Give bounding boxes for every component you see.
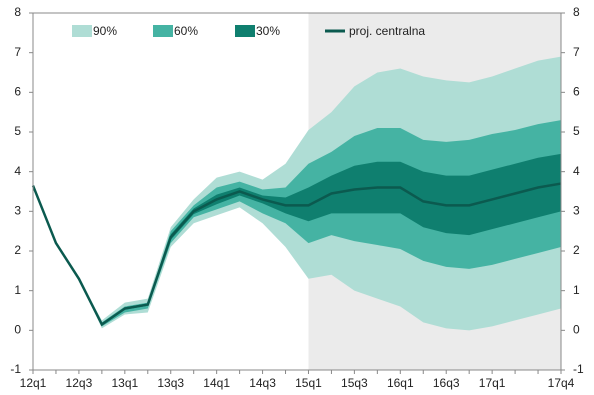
- y2-tick-label: 1: [573, 283, 580, 297]
- y-tick-label: 0: [14, 323, 21, 337]
- x-tick-label: 17q1: [479, 376, 506, 390]
- x-tick-label: 13q3: [157, 376, 184, 390]
- legend-label: proj. centralna: [349, 24, 425, 38]
- y2-tick-label: 0: [573, 323, 580, 337]
- y2-tick-label: 6: [573, 85, 580, 99]
- x-tick-label: 17q4: [548, 376, 575, 390]
- legend-label: 60%: [174, 24, 198, 38]
- x-tick-label: 12q3: [66, 376, 93, 390]
- y-tick-label: 8: [14, 5, 21, 19]
- y2-tick-label: 3: [573, 204, 580, 218]
- y-tick-label: 1: [14, 283, 21, 297]
- y-tick-label: 6: [14, 85, 21, 99]
- fan-band: [33, 120, 561, 327]
- x-tick-label: 15q3: [341, 376, 368, 390]
- x-tick-label: 12q1: [20, 376, 47, 390]
- central-line: [31, 182, 562, 327]
- plot-frame: [32, 12, 562, 371]
- y2-tick-label: 7: [573, 45, 580, 59]
- y2-tick-label: -1: [573, 362, 584, 376]
- y-tick-label: 3: [14, 204, 21, 218]
- x-tick-label: 14q3: [249, 376, 276, 390]
- x-tick-label: 13q1: [111, 376, 138, 390]
- x-tick-label: 16q3: [433, 376, 460, 390]
- legend-swatch: [153, 25, 173, 37]
- fan-band: [33, 153, 561, 326]
- legend-swatch: [72, 25, 92, 37]
- y2-tick-label: 5: [573, 124, 580, 138]
- legend-swatch: [235, 25, 255, 37]
- x-tick-label: 15q1: [295, 376, 322, 390]
- y2-tick-label: 4: [573, 164, 580, 178]
- y-tick-label: 5: [14, 124, 21, 138]
- y-tick-label: -1: [10, 362, 21, 376]
- legend-label: 30%: [256, 24, 280, 38]
- y-tick-label: 4: [14, 164, 21, 178]
- y2-tick-label: 2: [573, 243, 580, 257]
- y2-tick-label: 8: [573, 5, 580, 19]
- x-tick-label: 14q1: [203, 376, 230, 390]
- x-tick-label: 16q1: [387, 376, 414, 390]
- y-tick-label: 2: [14, 243, 21, 257]
- legend-label: 90%: [93, 24, 117, 38]
- y-tick-label: 7: [14, 45, 21, 59]
